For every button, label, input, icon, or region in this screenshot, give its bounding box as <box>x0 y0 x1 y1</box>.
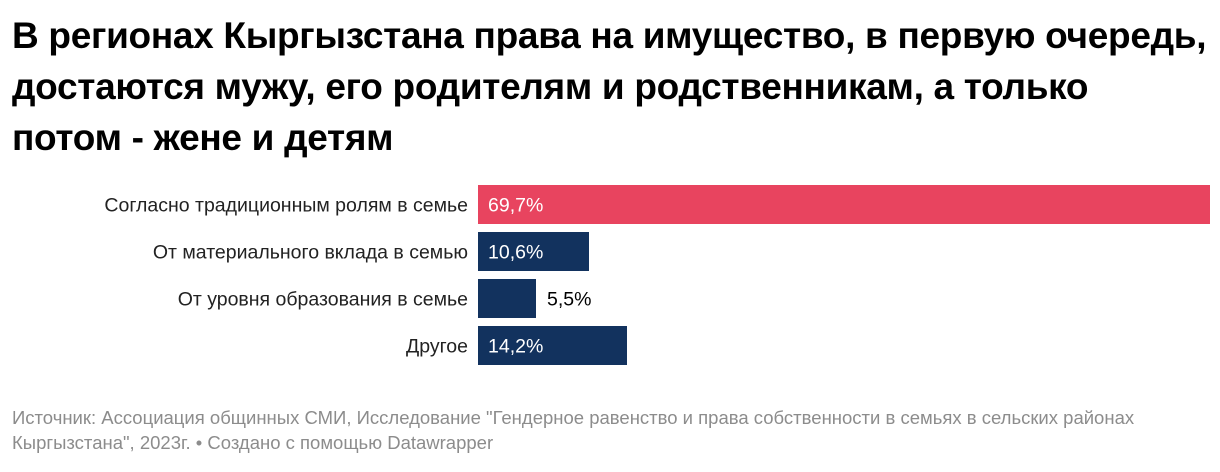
category-label: Согласно традиционным ролям в семье <box>104 195 468 217</box>
category-label: Другое <box>406 336 468 358</box>
bar-row: Согласно традиционным ролям в семье 69,7% <box>104 185 1210 224</box>
bar <box>478 326 627 365</box>
value-label: 5,5% <box>547 289 591 311</box>
bar <box>478 232 589 271</box>
value-label: 14,2% <box>488 336 543 358</box>
bar <box>478 279 536 318</box>
bar-row: Другое 14,2% <box>406 326 627 365</box>
value-label: 69,7% <box>488 195 543 217</box>
value-label: 10,6% <box>488 242 543 264</box>
bar <box>478 185 1210 224</box>
category-label: От уровня образования в семье <box>178 289 468 311</box>
bars-layer: Согласно традиционным ролям в семье 69,7%… <box>104 185 1210 365</box>
bar-row: От уровня образования в семье 5,5% <box>178 279 591 318</box>
source-note: Источник: Ассоциация общинных СМИ, Иссле… <box>12 407 1135 453</box>
category-label: От материального вклада в семью <box>153 242 468 264</box>
chart-title: В регионах Кыргызстана права на имуществ… <box>12 15 1207 158</box>
bar-row: От материального вклада в семью 10,6% <box>153 232 589 271</box>
bar-chart: Согласно традиционным ролям в семье 69,7%… <box>104 185 1210 365</box>
